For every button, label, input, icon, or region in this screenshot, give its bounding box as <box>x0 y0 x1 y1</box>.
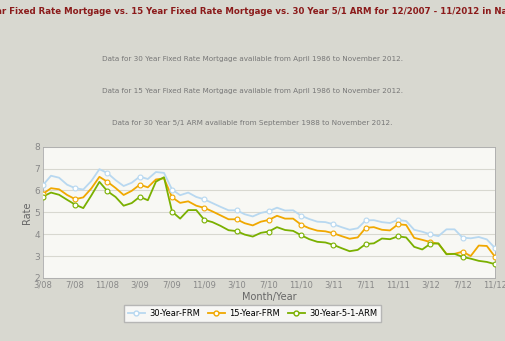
Text: Data for 30 Year 5/1 ARM available from September 1988 to November 2012.: Data for 30 Year 5/1 ARM available from … <box>112 120 393 126</box>
X-axis label: Month/Year: Month/Year <box>241 293 296 302</box>
Legend: 30-Year-FRM, 15-Year-FRM, 30-Year-5-1-ARM: 30-Year-FRM, 15-Year-FRM, 30-Year-5-1-AR… <box>124 305 381 322</box>
Y-axis label: Rate: Rate <box>22 201 32 223</box>
Text: 30 Year Fixed Rate Mortgage vs. 15 Year Fixed Rate Mortgage vs. 30 Year 5/1 ARM : 30 Year Fixed Rate Mortgage vs. 15 Year … <box>0 7 505 16</box>
Text: Data for 15 Year Fixed Rate Mortgage available from April 1986 to November 2012.: Data for 15 Year Fixed Rate Mortgage ava… <box>102 88 403 94</box>
Text: Data for 30 Year Fixed Rate Mortgage available from April 1986 to November 2012.: Data for 30 Year Fixed Rate Mortgage ava… <box>102 56 403 62</box>
